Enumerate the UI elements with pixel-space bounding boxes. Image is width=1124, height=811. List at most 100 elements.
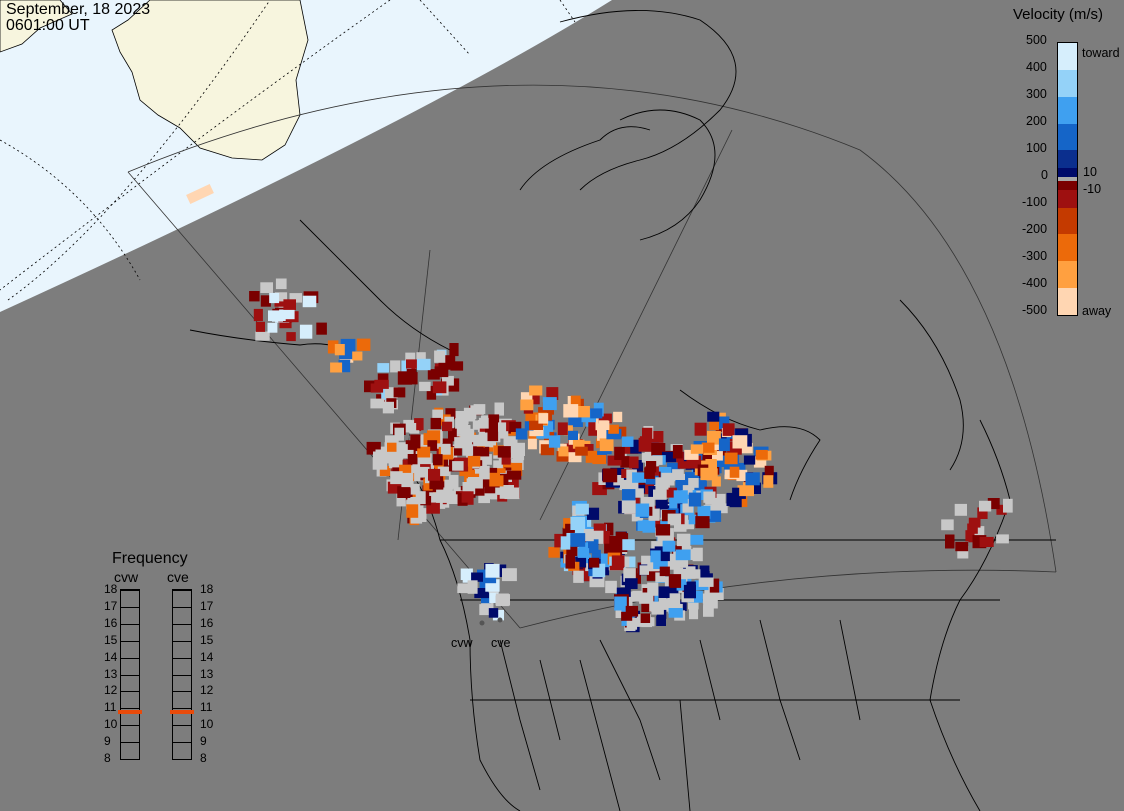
velocity-cell xyxy=(398,444,408,457)
velocity-cell xyxy=(745,472,760,486)
velocity-cell xyxy=(605,477,620,488)
velocity-cell xyxy=(661,472,675,486)
velocity-cell xyxy=(401,472,414,482)
velocity-cell xyxy=(599,420,610,430)
velocity-cell xyxy=(967,523,978,534)
velocity-cell xyxy=(448,427,459,442)
velocity-cell xyxy=(575,503,589,515)
velocity-cell xyxy=(1003,498,1013,513)
velocity-cell xyxy=(675,549,691,561)
velocity-cell xyxy=(501,452,511,465)
velocity-cell xyxy=(495,593,509,607)
velocity-cell xyxy=(968,517,981,528)
velocity-cell xyxy=(722,423,735,436)
velocity-cell xyxy=(370,398,385,409)
velocity-cell xyxy=(520,392,533,405)
velocity-cell xyxy=(427,369,440,380)
frequency-scale-cvw xyxy=(118,589,142,760)
velocity-cell xyxy=(540,444,555,456)
velocity-cell xyxy=(735,428,749,439)
velocity-cell xyxy=(707,411,720,422)
velocity-cell xyxy=(394,427,404,441)
velocity-cell xyxy=(955,541,969,552)
velocity-cell xyxy=(415,491,426,505)
velocity-cell xyxy=(662,487,677,498)
velocity-cell xyxy=(463,407,476,422)
velocity-cell xyxy=(616,587,631,597)
velocity-cell xyxy=(709,578,720,593)
velocity-cell xyxy=(651,443,666,457)
toward-label: toward xyxy=(1082,46,1120,60)
frequency-tick-label: 8 xyxy=(104,751,111,765)
velocity-cell xyxy=(426,502,440,514)
velocity-cell xyxy=(662,451,677,463)
velocity-cell xyxy=(412,463,425,473)
colorbar-segment xyxy=(1058,96,1077,124)
colorbar-segment xyxy=(1058,123,1077,151)
velocity-cell xyxy=(414,418,424,431)
velocity-cell xyxy=(649,601,662,612)
velocity-cell xyxy=(650,550,661,563)
velocity-cell xyxy=(406,369,417,379)
velocity-cell xyxy=(656,615,666,626)
velocity-cell xyxy=(487,431,499,442)
velocity-cell xyxy=(423,433,437,445)
velocity-cell xyxy=(712,503,728,514)
velocity-cell xyxy=(548,435,561,448)
velocity-cell xyxy=(597,429,611,441)
colorbar-segment xyxy=(1058,43,1077,70)
velocity-cell xyxy=(653,489,667,500)
frequency-tick-mark xyxy=(121,725,139,727)
velocity-cell xyxy=(666,586,679,599)
velocity-cell xyxy=(499,485,514,499)
colorbar-segment xyxy=(1058,168,1077,178)
frequency-tick-mark xyxy=(121,691,139,693)
russia-coast-daylight xyxy=(0,0,73,53)
velocity-cell xyxy=(763,475,774,488)
velocity-colorbar xyxy=(1057,42,1078,316)
velocity-cell xyxy=(977,507,988,519)
velocity-cell xyxy=(690,534,704,545)
velocity-cell xyxy=(327,340,339,354)
velocity-cell xyxy=(655,524,671,536)
colorbar-tick-label: -400 xyxy=(1022,276,1048,290)
velocity-cell xyxy=(672,445,683,459)
velocity-cell xyxy=(357,338,371,351)
velocity-cell xyxy=(737,493,748,507)
velocity-cell xyxy=(497,446,511,458)
velocity-cell xyxy=(548,546,560,558)
velocity-cell xyxy=(743,455,756,465)
velocity-cell xyxy=(941,519,954,531)
velocity-cell xyxy=(592,454,607,465)
velocity-cell xyxy=(709,417,719,431)
velocity-cell xyxy=(606,428,622,440)
velocity-cell xyxy=(372,457,388,470)
velocity-cell xyxy=(546,387,559,400)
velocity-cell xyxy=(764,465,774,477)
frequency-tick-label: 17 xyxy=(200,598,214,613)
velocity-cell xyxy=(697,505,711,519)
velocity-cell xyxy=(608,424,619,434)
velocity-cell xyxy=(703,491,716,503)
velocity-cell xyxy=(711,476,721,487)
velocity-cell xyxy=(957,546,969,559)
velocity-cell xyxy=(279,318,292,329)
velocity-cell xyxy=(979,500,992,512)
velocity-cell xyxy=(330,362,343,373)
velocity-cell xyxy=(416,358,431,371)
colorbar-tick-label: -300 xyxy=(1022,249,1048,263)
velocity-cell xyxy=(560,536,571,550)
velocity-cell xyxy=(585,450,598,463)
velocity-cell xyxy=(677,473,692,484)
velocity-cell xyxy=(432,454,443,466)
velocity-cell xyxy=(492,609,504,621)
colorbar-segment xyxy=(1058,207,1077,235)
velocity-cell xyxy=(445,408,456,420)
velocity-cell xyxy=(565,523,575,533)
frequency-tick-mark xyxy=(121,657,139,659)
velocity-cell xyxy=(572,439,585,449)
velocity-cell xyxy=(668,608,683,618)
colorbar-segment xyxy=(1058,69,1077,97)
velocity-cell xyxy=(566,546,578,557)
colorbar-tick-label: 100 xyxy=(1026,141,1047,155)
